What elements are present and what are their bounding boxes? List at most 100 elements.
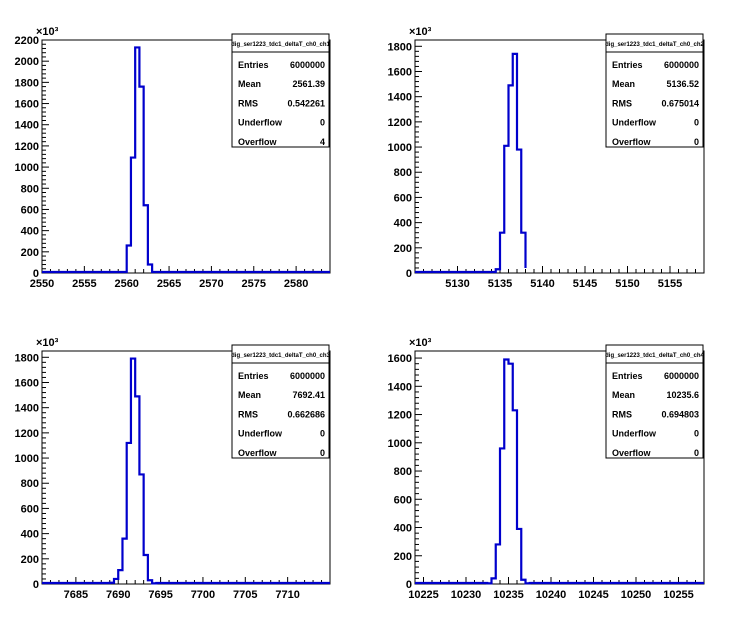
y-tick-label: 1400 xyxy=(15,403,39,415)
stats-title: dig_ser1223_tdc1_deltaT_ch0_ch4 xyxy=(605,353,704,359)
stats-value: 0 xyxy=(694,118,699,128)
y-exponent-label: ×10³ xyxy=(409,337,432,349)
x-tick-label: 5130 xyxy=(445,278,469,290)
x-tick-label: 7690 xyxy=(106,589,130,601)
stats-title: dig_ser1223_tdc1_deltaT_ch0_ch1 xyxy=(231,42,330,48)
histogram-series-line xyxy=(415,52,527,274)
stats-label: Entries xyxy=(238,371,269,381)
stats-label: Overflow xyxy=(238,448,278,458)
stats-value: 2561.39 xyxy=(292,79,325,89)
y-tick-label: 0 xyxy=(33,268,39,280)
y-tick-label: 600 xyxy=(21,204,39,216)
y-tick-label: 1200 xyxy=(388,117,412,129)
y-tick-label: 200 xyxy=(21,554,39,566)
stats-box xyxy=(605,344,704,459)
y-tick-label: 600 xyxy=(394,494,412,506)
stats-label: RMS xyxy=(238,409,258,419)
y-tick-label: 800 xyxy=(21,478,39,490)
y-tick-label: 1800 xyxy=(15,352,39,364)
y-tick-label: 600 xyxy=(21,503,39,515)
y-tick-label: 0 xyxy=(33,579,39,591)
y-exponent-label: ×10³ xyxy=(36,26,59,38)
stats-value: 5136.52 xyxy=(666,79,699,89)
y-tick-label: 1600 xyxy=(388,66,412,78)
stats-label: Underflow xyxy=(612,118,657,128)
y-tick-label: 1600 xyxy=(15,99,39,111)
y-tick-label: 200 xyxy=(394,243,412,255)
y-tick-label: 1000 xyxy=(388,142,412,154)
stats-value: 0 xyxy=(694,429,699,439)
y-tick-label: 0 xyxy=(406,268,412,280)
stats-label: Mean xyxy=(238,390,261,400)
histogram-series-line xyxy=(415,358,704,585)
stats-label: RMS xyxy=(612,409,632,419)
y-tick-label: 0 xyxy=(406,579,412,591)
x-tick-label: 10245 xyxy=(578,589,609,601)
y-tick-label: 1800 xyxy=(15,77,39,89)
stats-value: 0.694803 xyxy=(661,409,699,419)
stats-label: Underflow xyxy=(612,429,657,439)
x-tick-label: 10230 xyxy=(451,589,482,601)
stats-label: Overflow xyxy=(238,137,278,147)
y-tick-label: 400 xyxy=(21,529,39,541)
x-tick-label: 5140 xyxy=(530,278,554,290)
x-tick-label: 7695 xyxy=(148,589,172,601)
stats-title: dig_ser1223_tdc1_deltaT_ch0_ch3 xyxy=(231,353,330,359)
stats-label: Entries xyxy=(612,371,643,381)
stats-value: 0.675014 xyxy=(661,98,699,108)
y-tick-label: 800 xyxy=(394,167,412,179)
x-tick-label: 2560 xyxy=(114,278,138,290)
stats-value: 0 xyxy=(694,137,699,147)
histogram-panel: 0 200 400 600 800 1000 1200 1400 1600 1800 5130 513… xyxy=(388,26,705,290)
y-tick-label: 600 xyxy=(394,192,412,204)
stats-label: Overflow xyxy=(612,137,652,147)
y-tick-label: 1400 xyxy=(15,120,39,132)
y-tick-label: 800 xyxy=(21,183,39,195)
x-tick-label: 7700 xyxy=(191,589,215,601)
y-exponent-label: ×10³ xyxy=(36,337,59,349)
stats-value: 4 xyxy=(320,137,325,147)
stats-value: 0.542261 xyxy=(287,98,325,108)
stats-label: Underflow xyxy=(238,118,283,128)
stats-label: RMS xyxy=(612,98,632,108)
stats-label: Overflow xyxy=(612,448,652,458)
stats-value: 0.662686 xyxy=(287,409,325,419)
y-tick-label: 1200 xyxy=(388,410,412,422)
x-tick-label: 10255 xyxy=(663,589,694,601)
x-tick-label: 10250 xyxy=(621,589,652,601)
x-tick-label: 2565 xyxy=(157,278,181,290)
x-tick-label: 5150 xyxy=(615,278,639,290)
y-tick-label: 2200 xyxy=(15,35,39,47)
stats-box xyxy=(231,33,330,148)
x-tick-label: 5135 xyxy=(488,278,512,290)
stats-value: 0 xyxy=(320,429,325,439)
stats-label: Mean xyxy=(238,79,261,89)
x-tick-label: 2570 xyxy=(199,278,223,290)
stats-box xyxy=(231,344,330,459)
y-tick-label: 1600 xyxy=(15,377,39,389)
stats-label: Underflow xyxy=(238,429,283,439)
stats-value: 7692.41 xyxy=(292,390,325,400)
histogram-panel: 0 200 400 600 800 1000 1200 1400 1600 1800 7685 769… xyxy=(15,337,331,601)
stats-value: 6000000 xyxy=(664,60,699,70)
x-tick-label: 7710 xyxy=(275,589,299,601)
y-tick-label: 400 xyxy=(21,226,39,238)
x-tick-label: 2555 xyxy=(72,278,96,290)
stats-value: 6000000 xyxy=(290,371,325,381)
y-tick-label: 200 xyxy=(394,551,412,563)
y-tick-label: 800 xyxy=(394,466,412,478)
y-exponent-label: ×10³ xyxy=(409,26,432,38)
stats-value: 0 xyxy=(694,448,699,458)
y-tick-label: 400 xyxy=(394,218,412,230)
y-tick-label: 1200 xyxy=(15,428,39,440)
stats-label: Entries xyxy=(612,60,643,70)
y-tick-label: 1000 xyxy=(388,438,412,450)
x-tick-label: 5155 xyxy=(658,278,682,290)
stats-label: RMS xyxy=(238,98,258,108)
x-tick-label: 2580 xyxy=(284,278,308,290)
x-tick-label: 2550 xyxy=(30,278,54,290)
x-tick-label: 2575 xyxy=(242,278,266,290)
y-tick-label: 200 xyxy=(21,247,39,259)
y-tick-label: 1000 xyxy=(15,453,39,465)
histogram-panel: 0 200 400 600 800 1000 1200 1400 1600 10225 10230 1… xyxy=(388,337,705,601)
